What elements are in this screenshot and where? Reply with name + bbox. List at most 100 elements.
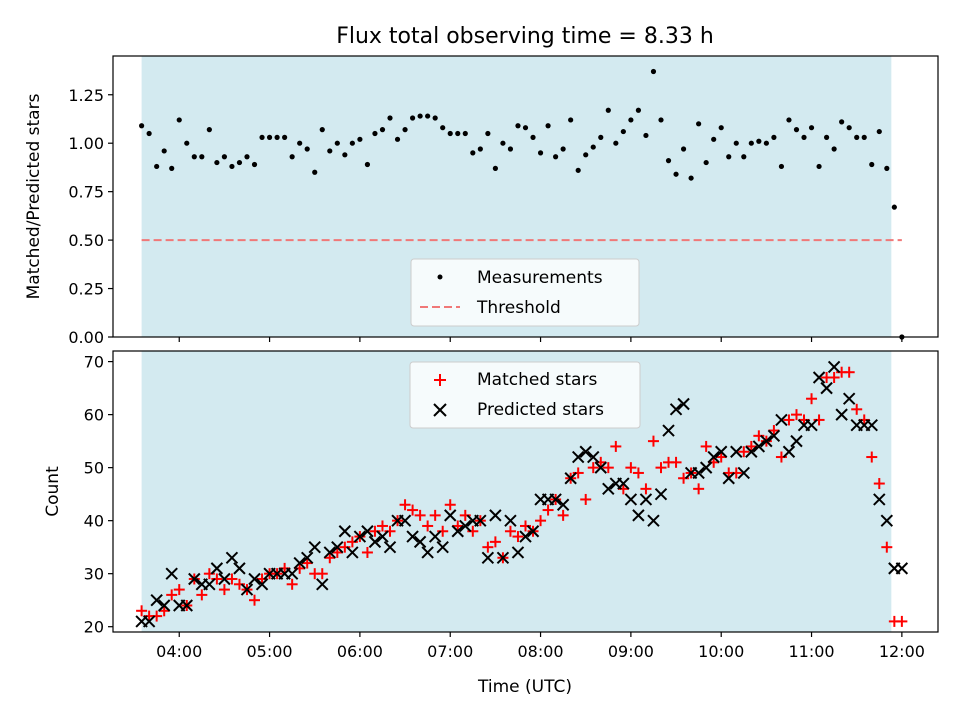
legend-measurements-label: Measurements bbox=[477, 268, 603, 288]
matched-star-point bbox=[211, 573, 223, 585]
matched-star-point bbox=[301, 557, 313, 569]
top-y-tick-label: 0.25 bbox=[68, 280, 104, 299]
predicted-star-point bbox=[413, 535, 427, 549]
measurement-point bbox=[568, 117, 574, 123]
predicted-star-point bbox=[895, 562, 909, 575]
matched-star-point bbox=[422, 520, 434, 532]
predicted-star-point bbox=[489, 509, 502, 522]
measurement-point bbox=[146, 130, 152, 137]
predicted-star-point bbox=[632, 509, 645, 522]
predicted-star-point bbox=[203, 578, 216, 591]
measurement-point bbox=[854, 134, 860, 140]
legend-threshold-label: Threshold bbox=[476, 298, 561, 318]
matched-star-point bbox=[580, 493, 592, 505]
predicted-star-point bbox=[210, 562, 224, 575]
predicted-star-point bbox=[602, 482, 615, 496]
measurement-point bbox=[364, 161, 371, 168]
matched-star-point bbox=[828, 372, 840, 384]
measurement-point bbox=[500, 140, 506, 146]
matched-star-point bbox=[617, 483, 629, 495]
measurement-point bbox=[839, 119, 845, 125]
measurement-point bbox=[507, 146, 514, 152]
predicted-star-point bbox=[594, 461, 607, 474]
measurement-point bbox=[251, 161, 258, 168]
predicted-star-point bbox=[647, 514, 660, 527]
predicted-star-point bbox=[316, 578, 329, 591]
matched-star-point bbox=[339, 541, 351, 553]
measurement-point bbox=[613, 140, 619, 146]
measurement-point bbox=[741, 154, 747, 160]
predicted-star-point bbox=[699, 461, 713, 474]
top-panel-frame bbox=[112, 55, 939, 338]
measurement-point bbox=[620, 128, 626, 135]
predicted-star-point bbox=[812, 371, 826, 384]
matched-star-point bbox=[158, 605, 170, 617]
measurement-point bbox=[432, 115, 438, 121]
x-tick-label: 11:00 bbox=[788, 642, 834, 661]
predicted-star-point bbox=[654, 487, 668, 501]
measurement-point bbox=[221, 154, 228, 160]
matched-star-point bbox=[166, 589, 178, 601]
predicted-star-point bbox=[300, 551, 314, 564]
predicted-star-point bbox=[293, 556, 306, 570]
measurement-point bbox=[425, 113, 431, 119]
matched-star-point bbox=[700, 440, 712, 452]
predicted-star-point bbox=[323, 546, 336, 559]
measurement-point bbox=[680, 146, 687, 152]
measurement-point bbox=[598, 134, 604, 140]
matched-star-point bbox=[467, 525, 479, 537]
measurement-point bbox=[334, 140, 340, 146]
matched-star-point bbox=[437, 525, 449, 537]
top-panel: 0.00 0.25 0.50 0.75 1.00 1.25 Matched/Predict… bbox=[24, 55, 939, 347]
matched-star-point bbox=[489, 536, 501, 548]
bottom-y-tick-label: 30 bbox=[84, 565, 104, 584]
matched-star-point bbox=[535, 515, 547, 527]
matched-star-point bbox=[595, 456, 607, 468]
matched-star-point bbox=[279, 562, 291, 574]
bottom-legend: Matched stars Predicted stars bbox=[409, 361, 641, 429]
measurement-point bbox=[786, 117, 792, 123]
predicted-star-point bbox=[827, 360, 841, 374]
bottom-y-tick-label: 60 bbox=[84, 406, 104, 425]
bottom-y-axis-label: Count bbox=[43, 466, 63, 517]
measurement-point bbox=[229, 163, 235, 170]
x-tick-label: 10:00 bbox=[698, 642, 744, 661]
measurement-point bbox=[823, 134, 830, 140]
matched-star-point bbox=[407, 504, 419, 516]
predicted-star-point bbox=[188, 572, 201, 586]
measurement-point bbox=[793, 127, 800, 133]
matched-star-point bbox=[444, 499, 456, 511]
measurement-point bbox=[553, 154, 559, 160]
matched-star-point bbox=[542, 504, 554, 516]
top-legend: Measurements Threshold bbox=[410, 258, 640, 327]
matched-star-point bbox=[881, 541, 893, 553]
predicted-star-point bbox=[180, 599, 193, 612]
measurement-point bbox=[560, 146, 566, 152]
measurement-point bbox=[327, 148, 333, 154]
measurement-point bbox=[884, 165, 890, 171]
measurement-point bbox=[696, 121, 702, 127]
measurement-point bbox=[869, 161, 875, 168]
bottom-y-tick-label: 70 bbox=[84, 353, 104, 372]
predicted-star-point bbox=[820, 381, 833, 395]
predicted-star-point bbox=[745, 445, 758, 458]
measurement-point bbox=[169, 165, 175, 171]
predicted-star-point bbox=[459, 519, 472, 533]
measurement-point bbox=[530, 134, 536, 140]
predicted-star-point bbox=[579, 445, 592, 458]
measurement-point bbox=[379, 127, 386, 133]
matched-star-point bbox=[775, 451, 787, 463]
legend-predicted-label: Predicted stars bbox=[477, 400, 604, 420]
matched-star-point bbox=[851, 403, 863, 415]
measurement-point bbox=[357, 136, 363, 142]
predicted-star-point bbox=[571, 450, 585, 464]
predicted-star-point bbox=[361, 525, 374, 538]
bottom-panel-frame bbox=[112, 350, 939, 633]
predicted-star-point bbox=[308, 540, 321, 554]
matched-star-point bbox=[173, 584, 185, 596]
predicted-star-point bbox=[737, 466, 751, 480]
measurement-point bbox=[139, 123, 145, 129]
top-y-tick-label: 1.00 bbox=[68, 134, 104, 153]
predicted-star-point bbox=[556, 498, 570, 511]
